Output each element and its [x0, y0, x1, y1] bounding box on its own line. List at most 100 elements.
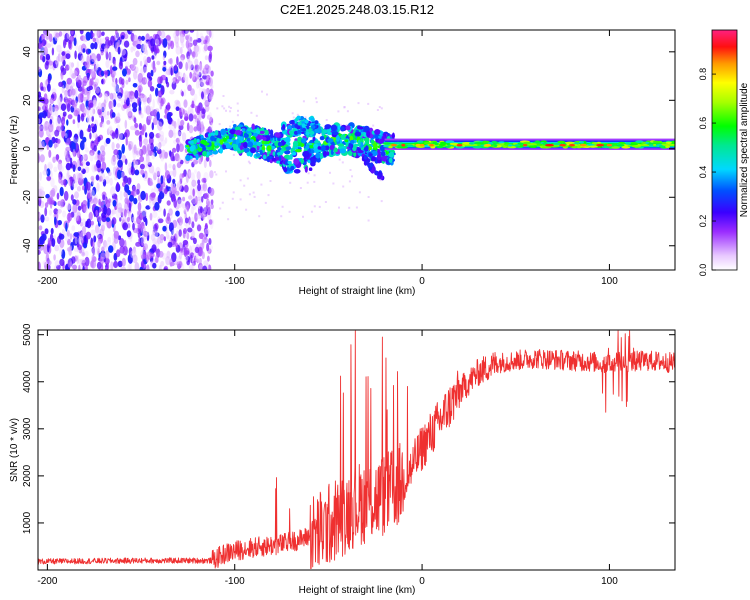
heatmap-noise-cell [43, 102, 48, 111]
heatmap-noise-cell [101, 115, 104, 124]
heatmap-noise-cell [66, 77, 73, 85]
heatmap-noise-cell [92, 37, 97, 43]
heatmap-band-cell [394, 141, 401, 145]
heatmap-noise-cell [98, 201, 104, 206]
heatmap-noise-cell [158, 264, 162, 270]
heatmap-noise-cell [40, 214, 45, 223]
heatmap-noise-cell [213, 171, 216, 174]
heatmap-noise-cell [178, 143, 184, 152]
heatmap-band-cell [378, 172, 383, 178]
heatmap-band-cell [374, 129, 381, 135]
heatmap-noise-cell [145, 205, 151, 210]
heatmap-band-cell [371, 150, 378, 157]
heatmap-noise-cell [155, 143, 161, 151]
heatmap-noise-cell [149, 131, 155, 139]
heatmap-peak-cell [456, 143, 463, 147]
heatmap-noise-cell [132, 57, 138, 66]
heatmap-noise-cell [100, 224, 106, 232]
heatmap-noise-cell [239, 179, 242, 182]
heatmap-noise-cell [45, 193, 50, 199]
heatmap-noise-cell [171, 120, 176, 127]
heatmap-noise-cell [54, 59, 58, 65]
heatmap-noise-cell [67, 258, 72, 269]
heatmap-noise-cell [175, 242, 179, 248]
heatmap-noise-cell [302, 100, 305, 103]
heatmap-noise-cell [39, 154, 45, 163]
heatmap-band-cell [256, 134, 264, 140]
heatmap-noise-cell [133, 197, 138, 205]
heatmap-noise-cell [65, 146, 71, 152]
heatmap-noise-cell [196, 196, 202, 202]
heatmap-band-cell [210, 135, 215, 142]
heatmap-noise-cell [171, 78, 176, 84]
heatmap-noise-cell [168, 163, 172, 169]
heatmap-noise-cell [63, 190, 69, 201]
heatmap-band-cell [262, 154, 267, 160]
heatmap-noise-cell [133, 117, 137, 124]
heatmap-noise-cell [179, 250, 183, 260]
heatmap-noise-cell [195, 80, 200, 89]
heatmap-noise-cell [120, 266, 126, 270]
heatmap-noise-cell [69, 157, 73, 163]
heatmap-noise-cell [104, 242, 108, 251]
heatmap-noise-cell [89, 107, 95, 117]
heatmap-noise-cell [57, 161, 63, 171]
heatmap-band-cell [276, 160, 280, 164]
heatmap-noise-cell [61, 249, 66, 260]
heatmap-noise-cell [101, 161, 107, 171]
heatmap-band-cell [266, 145, 272, 152]
heatmap-noise-cell [101, 246, 105, 253]
heatmap-noise-cell [351, 175, 353, 178]
heatmap-noise-cell [227, 218, 230, 221]
heatmap-noise-cell [50, 177, 55, 188]
heatmap-noise-cell [74, 50, 77, 60]
heatmap-noise-cell [201, 108, 206, 115]
heatmap-noise-cell [85, 117, 89, 123]
heatmap-noise-cell [104, 45, 108, 54]
colorbar-ticks: 0.0 0.2 0.4 0.6 0.8 [698, 68, 716, 276]
heatmap-noise-cell [66, 204, 72, 210]
heatmap-noise-cell [367, 219, 370, 222]
heatmap-band-cell [514, 144, 521, 147]
heatmap-noise-cell [111, 73, 115, 83]
heatmap-noise-cell [132, 246, 136, 254]
heatmap-noise-cell [117, 202, 123, 213]
heatmap-noise-cell [116, 169, 122, 180]
heatmap-noise-cell [60, 72, 64, 80]
heatmap-noise-cell [96, 160, 101, 169]
heatmap-noise-cell [189, 187, 193, 198]
heatmap-noise-cell [194, 64, 198, 70]
heatmap-noise-cell [91, 247, 97, 256]
heatmap-noise-cell [187, 227, 193, 233]
colorbar-tick-label: 0.2 [698, 215, 708, 228]
heatmap-band-cell [365, 139, 370, 146]
heatmap-noise-cell [111, 81, 117, 88]
heatmap-noise-cell [142, 124, 147, 132]
heatmap-noise-cell [296, 113, 299, 116]
heatmap-noise-cell [87, 48, 92, 54]
heatmap-band-cell [256, 130, 261, 134]
heatmap-noise-cell [203, 260, 209, 266]
heatmap-noise-cell [38, 186, 44, 192]
heatmap-noise-cell [279, 145, 282, 148]
heatmap-band-cell [261, 140, 265, 145]
heatmap-band-cell [277, 141, 283, 147]
heatmap-noise-cell [157, 121, 163, 131]
heatmap-noise-cell [44, 43, 47, 54]
heatmap-noise-cell [38, 181, 41, 188]
heatmap-band-cell [310, 117, 315, 122]
heatmap-noise-cell [145, 254, 149, 263]
heatmap-noise-cell [167, 235, 171, 240]
heatmap-noise-cell [106, 262, 110, 270]
heatmap-noise-cell [110, 65, 113, 75]
heatmap-noise-cell [119, 190, 123, 201]
heatmap-noise-cell [134, 89, 139, 99]
heatmap-noise-cell [187, 60, 193, 70]
heatmap-noise-cell [58, 31, 63, 37]
heatmap-noise-cell [121, 143, 125, 154]
heatmap-noise-cell [191, 74, 196, 81]
heatmap-noise-cell [193, 114, 197, 119]
heatmap-band-cell [336, 134, 340, 142]
heatmap-noise-cell [80, 165, 84, 171]
heatmap-noise-cell [70, 30, 74, 35]
